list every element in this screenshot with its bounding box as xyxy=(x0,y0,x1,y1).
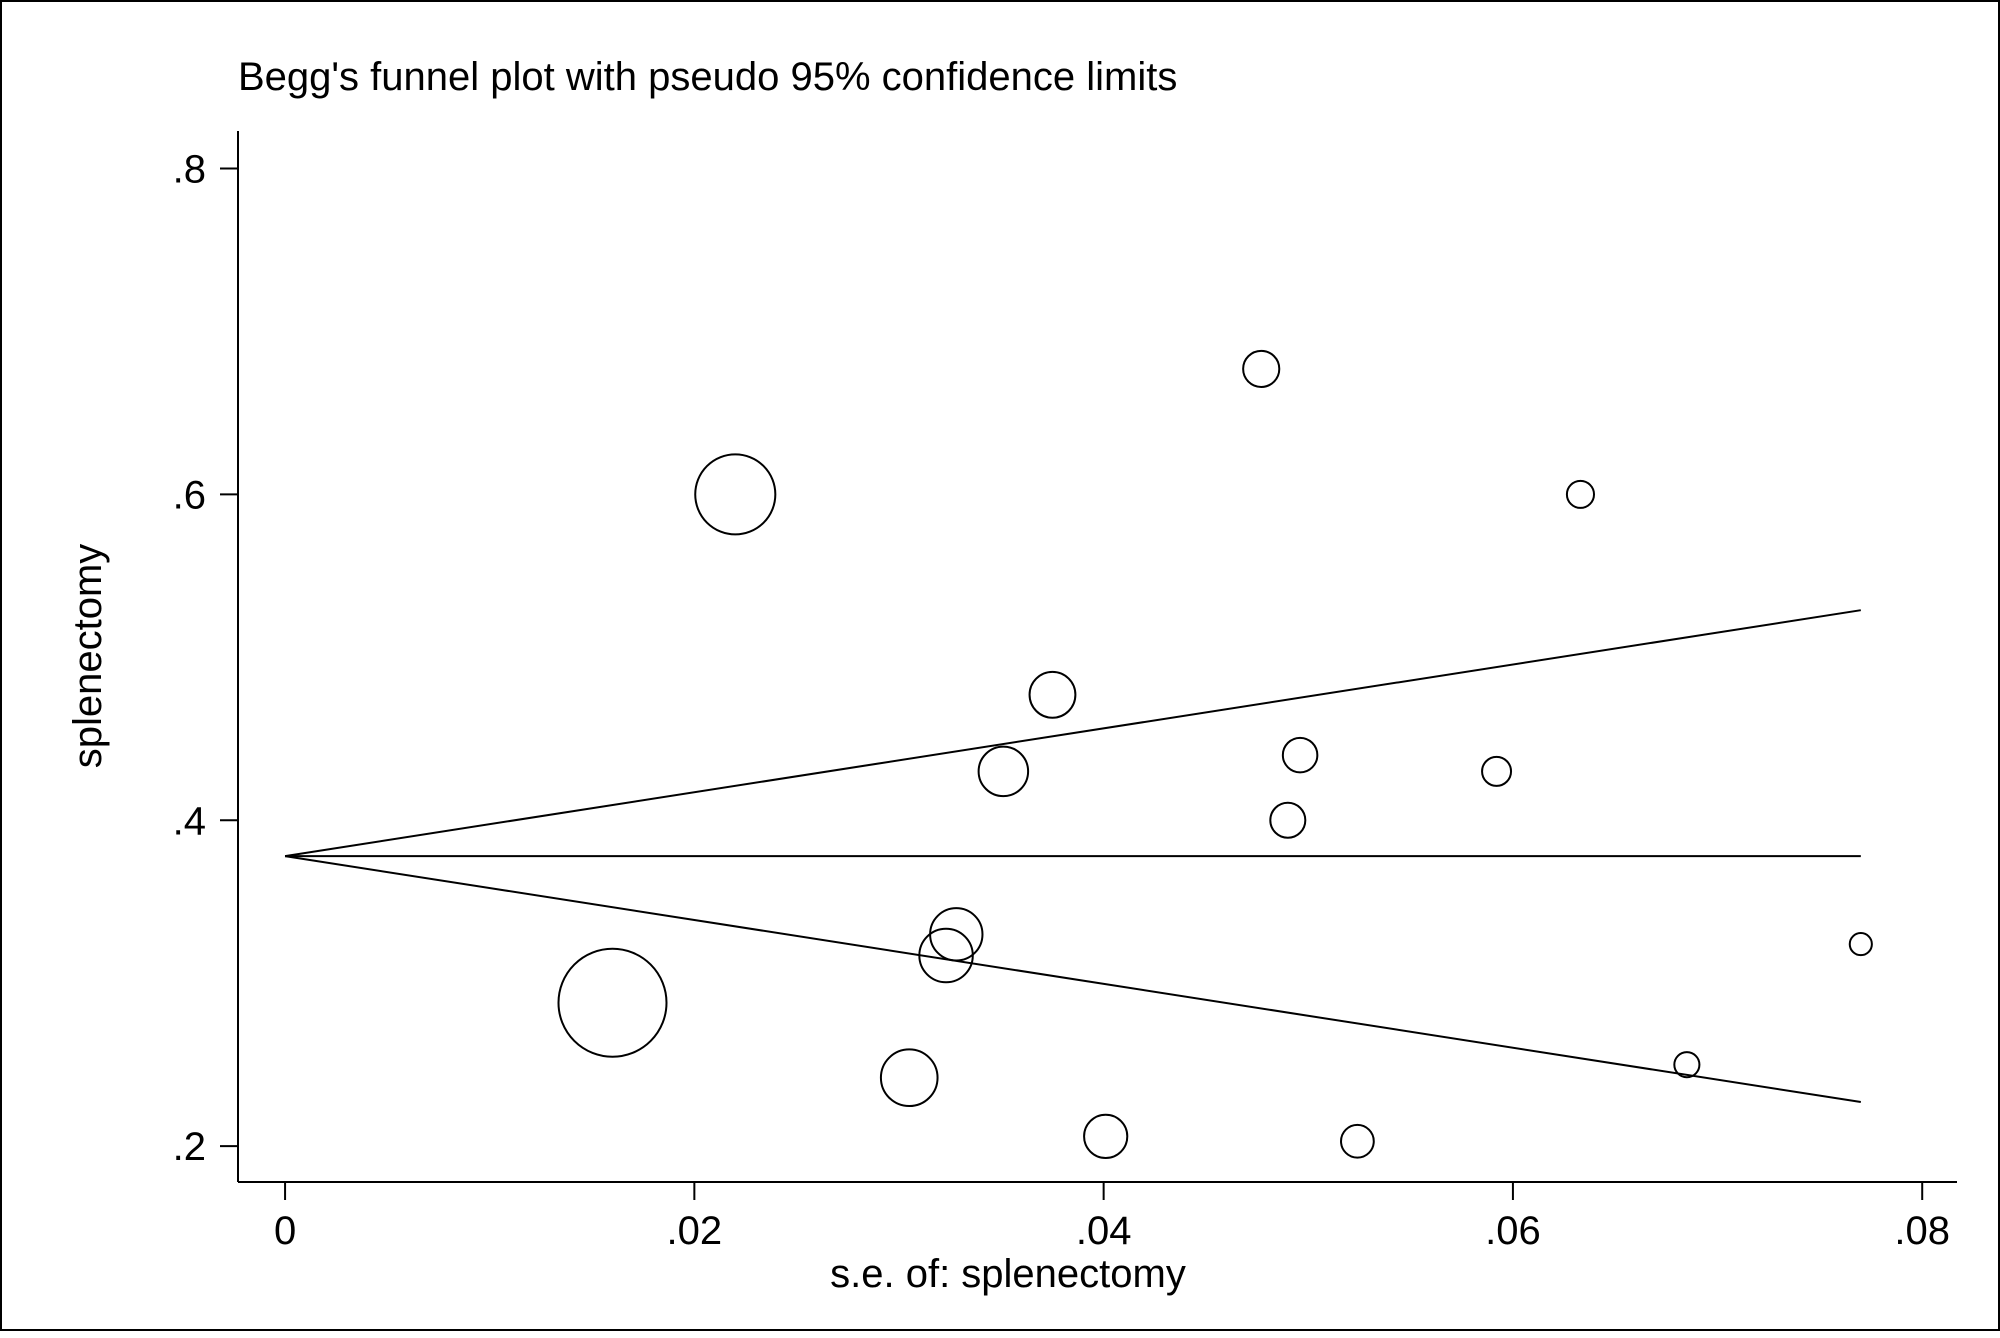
y-ticks: .2 .4 .6 .8 xyxy=(173,147,238,1169)
y-tick-label: .4 xyxy=(173,799,206,843)
study-point xyxy=(1281,736,1319,774)
study-point xyxy=(1028,670,1077,719)
study-point xyxy=(1848,932,1873,957)
x-tick-label: .06 xyxy=(1485,1209,1541,1253)
study-point xyxy=(879,1048,939,1108)
funnel-lines xyxy=(284,609,1861,1104)
study-point xyxy=(1673,1051,1701,1079)
chart-title: Begg's funnel plot with pseudo 95% confi… xyxy=(238,55,1177,99)
y-tick-label: .8 xyxy=(173,147,206,191)
study-point xyxy=(977,745,1030,798)
lower-confidence-limit xyxy=(284,855,1861,1104)
upper-confidence-limit xyxy=(284,609,1861,858)
y-axis-label: splenectomy xyxy=(66,544,110,769)
study-point xyxy=(1565,479,1596,509)
study-point xyxy=(694,453,777,536)
x-tick-label: .04 xyxy=(1076,1209,1132,1253)
axes xyxy=(237,131,1957,1183)
study-point xyxy=(1242,349,1281,388)
study-point xyxy=(557,947,668,1058)
study-point xyxy=(1269,801,1307,839)
x-axis-label: s.e. of: splenectomy xyxy=(830,1252,1186,1296)
y-tick-label: .2 xyxy=(173,1125,206,1169)
study-point xyxy=(1083,1113,1129,1159)
y-tick-label: .6 xyxy=(173,473,206,517)
study-point xyxy=(1481,755,1513,787)
x-tick-label: .02 xyxy=(667,1209,723,1253)
study-point xyxy=(1340,1123,1375,1159)
x-ticks: 0 .02 .04 .06 .08 xyxy=(274,1182,1950,1253)
study-point xyxy=(929,907,984,962)
x-tick-label: 0 xyxy=(274,1209,296,1253)
x-tick-label: .08 xyxy=(1894,1209,1950,1253)
study-points xyxy=(557,349,1873,1159)
